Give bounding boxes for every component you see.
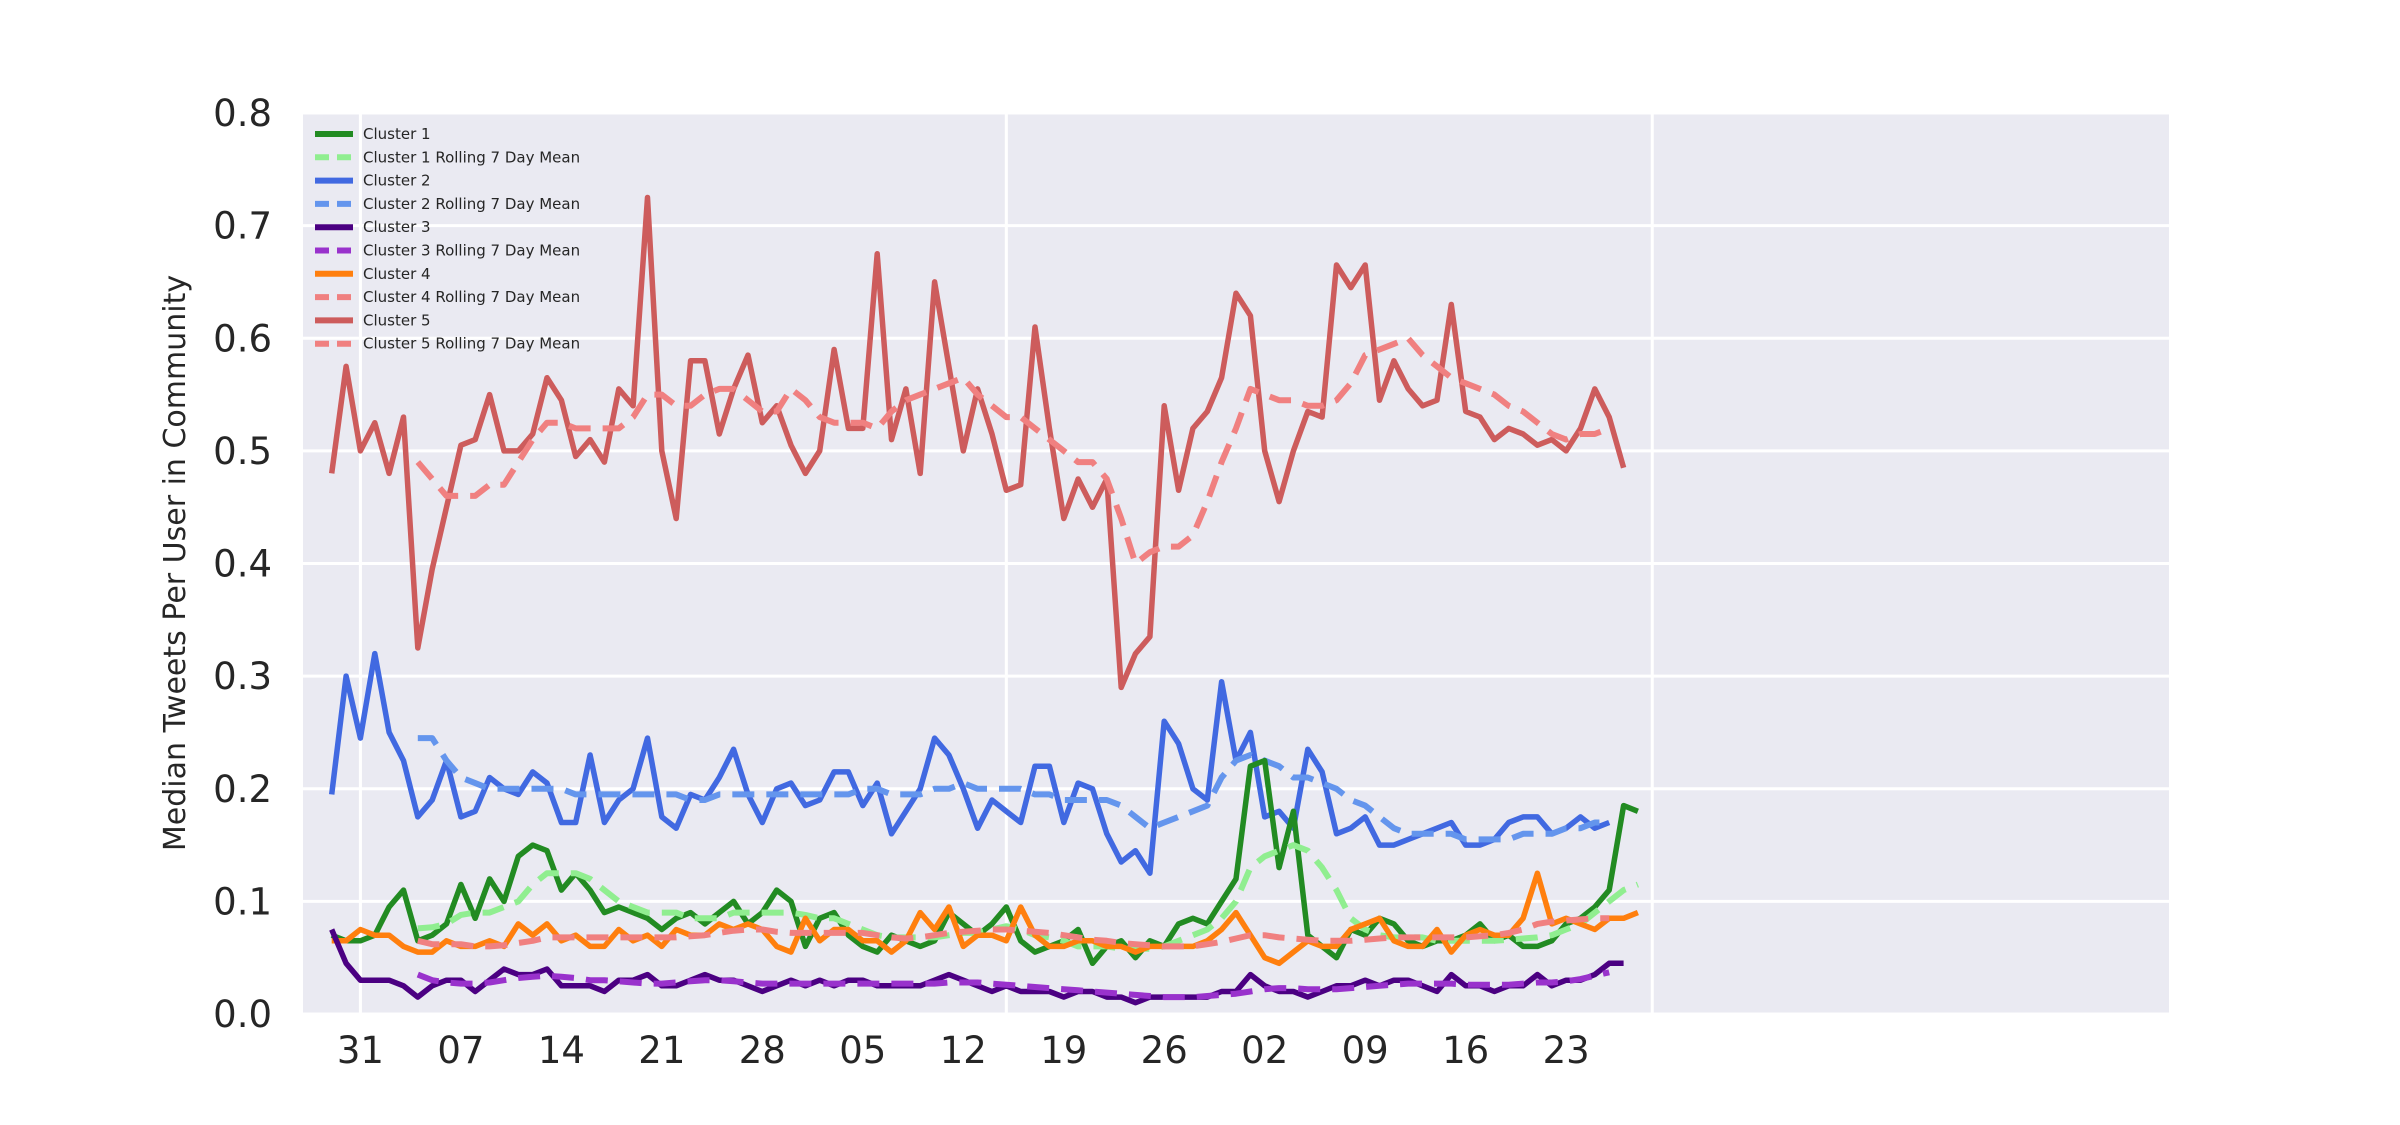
legend: Cluster 1 Cluster 1 Rolling 7 Day Mean Clu… — [315, 125, 580, 353]
series-line-cluster-5-rolling-7-day-mean — [415, 335, 1611, 567]
series-layer — [328, 194, 1639, 1006]
x-tick-label: 02 — [1241, 1029, 1288, 1072]
y-tick-label: 0.5 — [213, 430, 272, 473]
legend-label: Cluster 1 Rolling 7 Day Mean — [363, 148, 580, 166]
series-line-cluster-4-rolling-7-day-mean — [417, 915, 1610, 950]
legend-item: Cluster 4 Rolling 7 Day Mean — [315, 288, 580, 306]
y-axis-label: Median Tweets Per User in Community — [158, 275, 193, 851]
series-line-cluster-2 — [328, 650, 1611, 876]
series-line-cluster-3-rolling-7-day-mean — [416, 969, 1610, 1001]
y-tick-label: 0.8 — [213, 92, 272, 135]
series-line-cluster-3 — [329, 928, 1624, 1006]
y-tick-label: 0.3 — [213, 655, 272, 698]
legend-item: Cluster 5 — [315, 311, 431, 329]
series-line-cluster-5 — [328, 194, 1627, 691]
legend-item: Cluster 3 Rolling 7 Day Mean — [315, 242, 580, 260]
legend-label: Cluster 5 Rolling 7 Day Mean — [363, 335, 580, 353]
x-tick-label: 21 — [638, 1029, 685, 1072]
series-line-cluster-2-rolling-7-day-mean — [417, 735, 1610, 843]
legend-item: Cluster 3 — [315, 218, 431, 236]
x-tick-label: 19 — [1040, 1029, 1087, 1072]
series-line-cluster-4 — [331, 870, 1639, 967]
y-tick-label: 0.4 — [213, 543, 272, 586]
x-tick-label: 26 — [1141, 1029, 1188, 1072]
legend-item: Cluster 4 — [315, 265, 431, 283]
legend-label: Cluster 4 Rolling 7 Day Mean — [363, 288, 580, 306]
x-tick-label: 05 — [839, 1029, 886, 1072]
x-tick-label: 14 — [538, 1029, 585, 1072]
y-tick-label: 0.1 — [213, 880, 272, 923]
legend-item: Cluster 5 Rolling 7 Day Mean — [315, 335, 580, 353]
y-tick-label: 0.6 — [213, 317, 272, 360]
legend-label: Cluster 2 — [363, 172, 431, 190]
y-axis-ticks: 0.0 0.1 0.2 0.3 0.4 0.5 0.6 0.7 0.8 — [213, 92, 272, 1036]
legend-item: Cluster 2 Rolling 7 Day Mean — [315, 195, 580, 213]
y-tick-label: 0.7 — [213, 205, 272, 248]
x-tick-label: 12 — [940, 1029, 987, 1072]
x-tick-label: 16 — [1442, 1029, 1489, 1072]
legend-item: Cluster 1 — [315, 125, 431, 143]
legend-label: Cluster 4 — [363, 265, 431, 283]
legend-label: Cluster 3 — [363, 218, 431, 236]
y-tick-label: 0.2 — [213, 768, 272, 811]
x-tick-label: 09 — [1342, 1029, 1389, 1072]
y-tick-label: 0.0 — [213, 993, 272, 1036]
x-tick-label: 28 — [739, 1029, 786, 1072]
legend-item: Cluster 1 Rolling 7 Day Mean — [315, 148, 580, 166]
legend-label: Cluster 2 Rolling 7 Day Mean — [363, 195, 580, 213]
legend-label: Cluster 3 Rolling 7 Day Mean — [363, 242, 580, 260]
x-tick-label: 23 — [1543, 1029, 1590, 1072]
legend-item: Cluster 2 — [315, 172, 431, 190]
x-tick-label: 07 — [437, 1029, 484, 1072]
legend-label: Cluster 1 — [363, 125, 431, 143]
x-tick-label: 31 — [337, 1029, 384, 1072]
legend-label: Cluster 5 — [363, 311, 431, 329]
x-axis-ticks: 31 07 14 21 28 05 12 19 26 02 09 16 23 — [337, 1029, 1590, 1072]
